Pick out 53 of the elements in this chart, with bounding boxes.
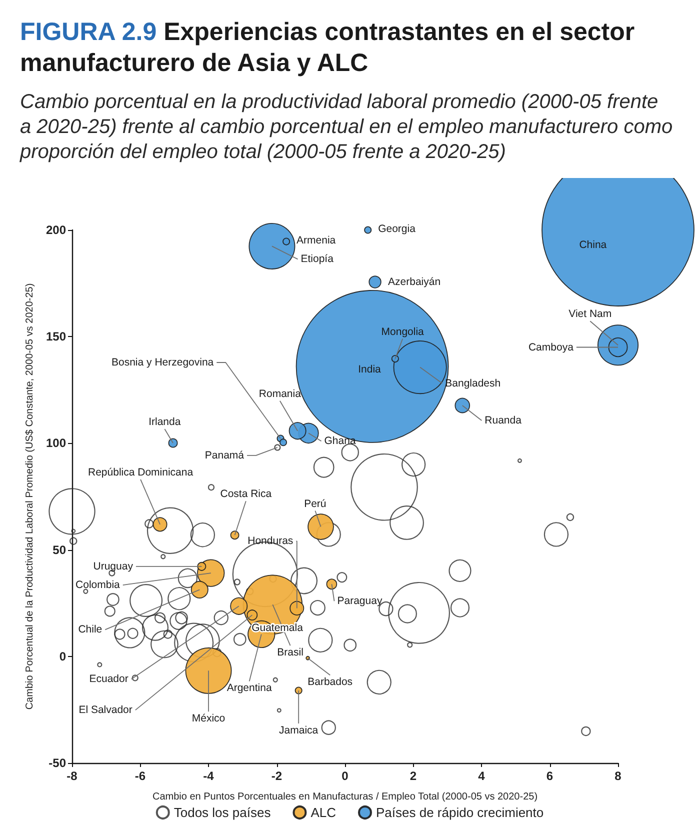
annotation: Perú <box>304 498 326 510</box>
y-tick-label: 150 <box>46 330 66 344</box>
annotation: Azerbaiyán <box>388 276 441 288</box>
annotation: Barbados <box>308 676 353 688</box>
x-tick-label: 4 <box>478 769 486 783</box>
annotation: Ghana <box>324 435 356 448</box>
annotation: Camboya <box>528 341 574 354</box>
annotation: República Dominicana <box>88 466 194 478</box>
annotation: Argentina <box>226 682 272 694</box>
x-tick-label: 0 <box>342 769 349 783</box>
y-axis-title: Cambio Porcentual de la Productividad Laboral Promedio (US$ Constante, 2000-05 vs 2020-25) <box>24 283 36 710</box>
x-tick-label: 6 <box>546 769 554 783</box>
annotation: Colombia <box>76 579 120 592</box>
annotation: México <box>192 712 226 725</box>
chart-subtitle: Cambio porcentual en la productividad laboral promedio (2000-05 frente a 2020-25) frente al cambio porcentual en el empleo manufacturero como proporción del empleo total (2000-05 frente a 2020-25) <box>20 90 674 165</box>
annotation: Jamaica <box>279 724 318 737</box>
annotation: Honduras <box>248 535 294 548</box>
x-tick-label: -8 <box>66 769 78 783</box>
annotation: Ruanda <box>484 414 522 426</box>
y-tick-label: 100 <box>46 436 66 450</box>
annotation: Ecuador <box>89 673 129 686</box>
annotation: Panamá <box>204 449 244 462</box>
annotation: Paraguay <box>337 595 383 608</box>
annotation: Etiopía <box>300 253 334 266</box>
annotation: Mongolia <box>381 326 424 338</box>
y-tick-label: -50 <box>48 756 66 770</box>
y-tick-label: 50 <box>52 542 66 557</box>
x-tick-label: -2 <box>271 769 282 783</box>
x-tick-label: 2 <box>410 769 417 783</box>
annotation: Costa Rica <box>220 488 272 500</box>
annotation: Armenia <box>296 234 336 247</box>
annotation: Chile <box>78 624 102 636</box>
legend-label: Países de rápido crecimiento <box>376 805 544 820</box>
annotation: Bangladesh <box>445 377 501 390</box>
chart-title: FIGURA 2.9 Experiencias contrastantes en el sector manufacturero de Asia y ALC <box>20 18 635 77</box>
annotation: Georgia <box>378 223 416 235</box>
y-tick-label: 200 <box>46 223 66 237</box>
annotation: Uruguay <box>93 560 134 572</box>
legend-label: Todos los países <box>174 805 272 820</box>
annotation: Brasil <box>277 646 304 659</box>
x-tick-label: -4 <box>203 769 214 783</box>
annotation: China <box>579 239 607 251</box>
annotation: Viet Nam <box>568 308 612 320</box>
annotation: El Salvador <box>78 704 133 716</box>
x-tick-label: -6 <box>134 769 146 783</box>
annotation: India <box>358 363 382 376</box>
annotation: Irlanda <box>148 416 181 428</box>
y-tick-label: 0 <box>59 649 66 664</box>
x-axis-title: Cambio en Puntos Porcentuales en Manufacturas / Empleo Total (2000-05 vs 2020-25) <box>152 792 538 802</box>
x-tick-label: 8 <box>614 769 622 783</box>
legend-label: ALC <box>310 805 336 820</box>
annotation: Romania <box>258 388 302 400</box>
annotation: Bosnia y Herzegovina <box>112 356 214 369</box>
